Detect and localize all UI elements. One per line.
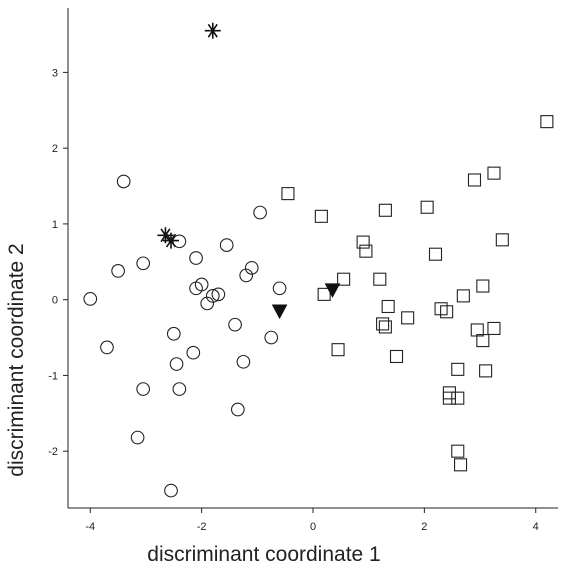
square-point bbox=[440, 305, 454, 319]
square-point bbox=[401, 311, 415, 325]
circle-point bbox=[100, 340, 114, 355]
y-tick-label: 2 bbox=[52, 143, 58, 155]
star-point bbox=[163, 232, 180, 249]
circle-point bbox=[116, 174, 131, 189]
square-point bbox=[359, 244, 373, 258]
points-layer bbox=[83, 22, 554, 498]
square-point bbox=[476, 279, 490, 293]
square-point bbox=[487, 321, 501, 336]
circle-point bbox=[136, 382, 151, 396]
star-point bbox=[204, 22, 221, 39]
x-tick-label: 4 bbox=[533, 521, 539, 533]
circle-point bbox=[244, 260, 259, 275]
circle-point bbox=[169, 357, 184, 371]
circle-point bbox=[230, 402, 245, 417]
square-point bbox=[389, 349, 404, 364]
square-point bbox=[456, 289, 470, 303]
circle-point bbox=[264, 330, 279, 345]
circle-point bbox=[239, 268, 254, 283]
square-point bbox=[337, 272, 351, 286]
star-point bbox=[157, 227, 174, 244]
circle-point bbox=[111, 264, 125, 278]
square-point bbox=[281, 187, 295, 201]
square-point bbox=[428, 247, 443, 261]
square-point bbox=[451, 391, 465, 405]
triangle-point bbox=[324, 283, 341, 298]
circle-point bbox=[186, 345, 201, 360]
y-tick-label: -1 bbox=[48, 370, 58, 382]
square-point bbox=[381, 299, 395, 314]
x-axis-title: discriminant coordinate 1 bbox=[147, 543, 380, 566]
x-tick-label: -2 bbox=[197, 521, 207, 533]
square-point bbox=[451, 362, 465, 376]
square-point bbox=[442, 386, 456, 400]
square-point bbox=[317, 287, 331, 301]
circle-point bbox=[83, 292, 98, 306]
triangle-point bbox=[271, 304, 288, 320]
square-point bbox=[314, 209, 328, 223]
square-point bbox=[487, 166, 501, 180]
square-point bbox=[356, 235, 370, 249]
x-tick-label: 0 bbox=[310, 521, 316, 533]
square-point bbox=[420, 200, 434, 214]
circle-point bbox=[136, 256, 151, 271]
square-point bbox=[451, 444, 465, 458]
square-point bbox=[495, 233, 509, 247]
circle-point bbox=[253, 205, 267, 220]
circle-point bbox=[130, 430, 145, 445]
axes-layer: -4 -2 0 2 4 -2 -1 0 1 2 3 bbox=[48, 8, 558, 533]
x-tick-label: -4 bbox=[85, 521, 95, 533]
circle-point bbox=[200, 296, 215, 311]
square-point bbox=[378, 320, 392, 334]
y-tick-label: 3 bbox=[52, 67, 58, 79]
square-point bbox=[331, 343, 345, 357]
square-point bbox=[540, 115, 554, 129]
square-point bbox=[376, 317, 390, 331]
square-point bbox=[467, 173, 482, 187]
y-tick-label: 0 bbox=[52, 295, 58, 307]
y-tick-label: -2 bbox=[48, 446, 58, 458]
square-point bbox=[442, 391, 456, 405]
x-tick-label: 2 bbox=[421, 521, 427, 533]
square-point bbox=[454, 458, 468, 472]
circle-point bbox=[194, 277, 209, 292]
square-point bbox=[373, 272, 387, 286]
y-tick-label: 1 bbox=[52, 219, 58, 231]
circle-point bbox=[211, 287, 226, 302]
square-point bbox=[476, 334, 490, 348]
circle-point bbox=[228, 317, 242, 332]
circle-point bbox=[164, 483, 178, 498]
circle-point bbox=[236, 354, 251, 369]
circle-point bbox=[205, 289, 220, 303]
circle-point bbox=[172, 382, 187, 396]
circle-point bbox=[219, 238, 234, 252]
circle-point bbox=[272, 281, 287, 296]
square-point bbox=[378, 203, 392, 217]
circle-point bbox=[189, 251, 203, 265]
circle-point bbox=[166, 326, 181, 341]
square-point bbox=[479, 364, 493, 378]
y-axis-title: discriminant coordinate 2 bbox=[5, 243, 28, 476]
